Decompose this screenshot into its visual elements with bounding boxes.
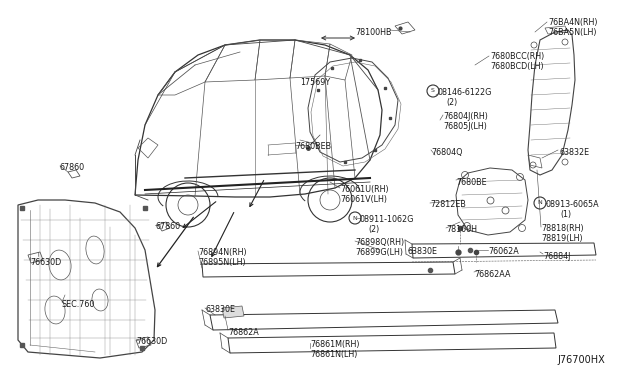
Text: 78100HB: 78100HB [355, 28, 392, 37]
Text: 63832E: 63832E [560, 148, 590, 157]
Text: 78819(LH): 78819(LH) [541, 234, 582, 243]
Text: 76630D: 76630D [30, 258, 61, 267]
Text: J76700HX: J76700HX [557, 355, 605, 365]
Polygon shape [222, 306, 244, 318]
Text: 7680BCD(LH): 7680BCD(LH) [490, 62, 543, 71]
Text: 76062A: 76062A [488, 247, 519, 256]
Text: 76861M(RH): 76861M(RH) [310, 340, 360, 349]
Text: 76862A: 76862A [228, 328, 259, 337]
Text: 7680BCC(RH): 7680BCC(RH) [490, 52, 544, 61]
Text: N: N [353, 215, 357, 221]
Text: 76BA5N(LH): 76BA5N(LH) [548, 28, 596, 37]
Text: 76804J(RH): 76804J(RH) [443, 112, 488, 121]
Text: 76862AA: 76862AA [474, 270, 511, 279]
Text: 08911-1062G: 08911-1062G [360, 215, 414, 224]
Text: (2): (2) [368, 225, 380, 234]
Text: 76630D: 76630D [136, 337, 167, 346]
Text: 17569Y: 17569Y [300, 78, 330, 87]
Text: 76861N(LH): 76861N(LH) [310, 350, 357, 359]
Text: S: S [431, 89, 435, 93]
Text: 67860: 67860 [60, 163, 85, 172]
Text: 76804Q: 76804Q [431, 148, 463, 157]
Text: 63830E: 63830E [205, 305, 235, 314]
Text: 72812EB: 72812EB [430, 200, 466, 209]
Text: 7680BEB: 7680BEB [295, 142, 331, 151]
Text: 76805J(LH): 76805J(LH) [443, 122, 487, 131]
Text: 76898Q(RH): 76898Q(RH) [355, 238, 404, 247]
Text: SEC.760: SEC.760 [62, 300, 95, 309]
Text: 78100H: 78100H [446, 225, 477, 234]
Text: 76899G(LH): 76899G(LH) [355, 248, 403, 257]
Text: 78818(RH): 78818(RH) [541, 224, 584, 233]
Text: 63830E: 63830E [408, 247, 438, 256]
Text: 08146-6122G: 08146-6122G [438, 88, 492, 97]
Text: 76894N(RH): 76894N(RH) [198, 248, 246, 257]
Text: 76884J: 76884J [543, 252, 570, 261]
Text: 76BA4N(RH): 76BA4N(RH) [548, 18, 598, 27]
Text: (2): (2) [446, 98, 457, 107]
Text: 76895N(LH): 76895N(LH) [198, 258, 246, 267]
Text: 76061V(LH): 76061V(LH) [340, 195, 387, 204]
Text: 08913-6065A: 08913-6065A [545, 200, 598, 209]
Text: 67860: 67860 [155, 222, 180, 231]
Text: 7680BE: 7680BE [456, 178, 486, 187]
Text: 76061U(RH): 76061U(RH) [340, 185, 388, 194]
Text: (1): (1) [560, 210, 571, 219]
Text: N: N [538, 201, 542, 205]
